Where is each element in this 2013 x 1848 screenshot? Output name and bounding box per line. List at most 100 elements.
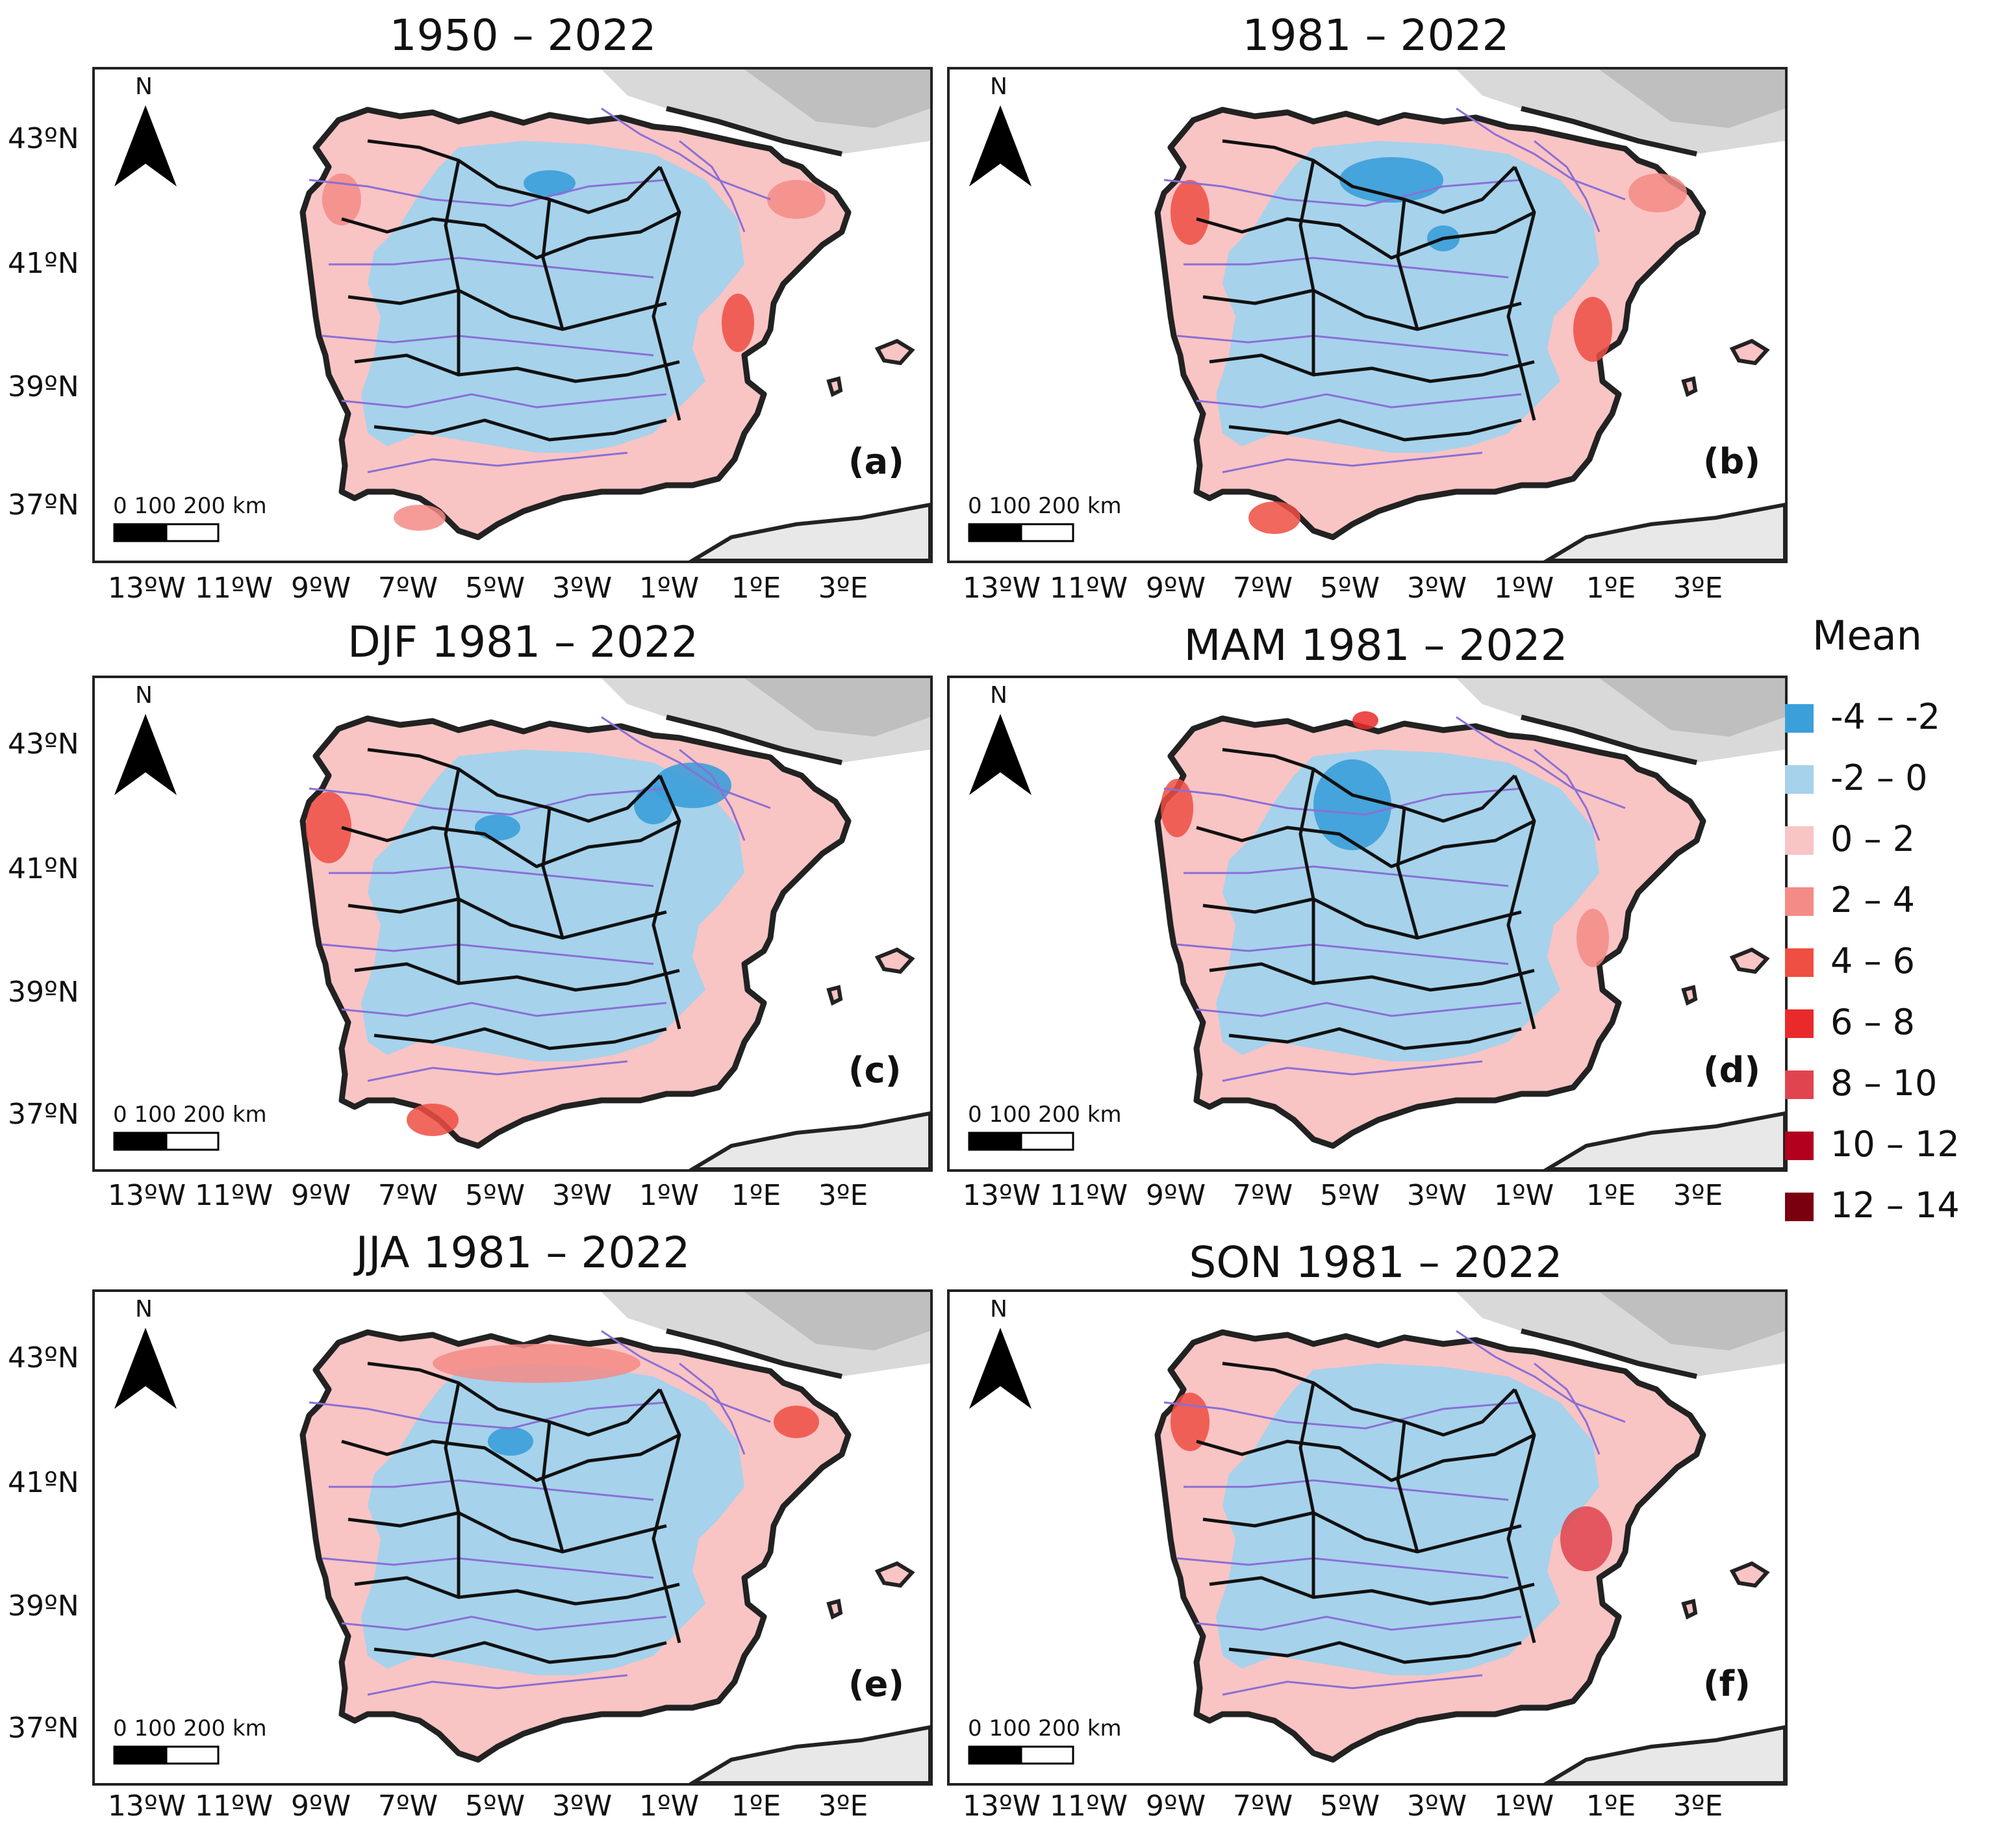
- cold-hotspot: [488, 1427, 533, 1456]
- lon-label: 3ºW: [551, 1790, 613, 1823]
- lon-label: 1ºW: [1493, 1790, 1554, 1823]
- river-line: [1176, 943, 1509, 965]
- warm-hotspot: [433, 1344, 640, 1383]
- cold-hotspot: [1313, 759, 1391, 850]
- river-line: [601, 716, 771, 809]
- river-line: [367, 1674, 628, 1696]
- pyrenees-relief: [744, 678, 930, 737]
- africa-coast: [1543, 502, 1785, 561]
- scale-bar-white: [165, 523, 220, 542]
- basin-boundary: [444, 160, 461, 375]
- lon-label: 1ºE: [731, 1790, 781, 1823]
- lon-label: 7ºW: [377, 1790, 438, 1823]
- basin-boundary: [1209, 353, 1535, 383]
- lon-label: 3ºE: [818, 1790, 868, 1823]
- river-line: [679, 748, 746, 841]
- legend-swatch: [1785, 948, 1814, 977]
- africa-coast: [689, 1725, 930, 1783]
- lat-label-43n: 43ºN: [8, 1341, 79, 1374]
- pyrenees-border: [666, 106, 842, 157]
- lon-label: 7ºW: [1232, 1790, 1293, 1823]
- lon-label: 9ºW: [290, 1179, 351, 1212]
- lon-label: 3ºW: [1406, 572, 1467, 605]
- north-arrow-icon: [114, 1328, 177, 1409]
- lon-label: 13ºW: [962, 1790, 1041, 1823]
- lon-label: 11ºW: [1049, 572, 1128, 605]
- river-line: [1196, 1002, 1522, 1017]
- panel-letter: (e): [848, 1664, 904, 1704]
- lon-label: 5ºW: [1319, 572, 1380, 605]
- lon-label: 11ºW: [194, 1179, 273, 1212]
- lon-label: 5ºW: [464, 572, 525, 605]
- warm-hotspot: [1573, 297, 1612, 362]
- basin-boundary: [1222, 139, 1516, 214]
- cold-hotspot: [524, 170, 576, 196]
- lon-label: 5ºW: [464, 1179, 525, 1212]
- lon-label: 7ºW: [1232, 572, 1293, 605]
- basin-boundary: [341, 819, 681, 868]
- legend-label: -4 – -2: [1830, 696, 1941, 737]
- lon-label: 5ºW: [1319, 1179, 1380, 1212]
- panel-letter: (f): [1703, 1664, 1751, 1704]
- north-label: N: [135, 73, 153, 100]
- scale-label: 0 100 200 km: [968, 1102, 1122, 1128]
- basin-boundary: [373, 418, 667, 442]
- basin-boundary: [1202, 288, 1522, 331]
- balearic-ibiza: [1681, 1599, 1698, 1620]
- balearic-mallorca: [874, 1561, 915, 1588]
- river-line: [322, 335, 654, 357]
- scale-bar-white: [1020, 1132, 1074, 1151]
- map-panel-b: N 0 100 200 km (b): [947, 67, 1788, 563]
- river-line: [341, 393, 667, 409]
- lon-label: 3ºW: [1406, 1790, 1467, 1823]
- lon-label: 3ºW: [1406, 1179, 1467, 1212]
- lon-label: 13ºW: [107, 1179, 186, 1212]
- lat-label-39n: 39ºN: [8, 1589, 79, 1623]
- basin-boundary: [1209, 962, 1535, 992]
- balearic-ibiza: [826, 376, 843, 398]
- lon-label: 13ºW: [107, 572, 186, 605]
- lon-label: 3ºE: [1673, 1179, 1723, 1212]
- basin-boundary: [652, 166, 681, 421]
- basin-boundary: [1298, 1382, 1315, 1597]
- pyrenees-relief: [1599, 1292, 1785, 1350]
- scale-label: 0 100 200 km: [968, 1715, 1122, 1741]
- lon-label: 1ºE: [1586, 1179, 1636, 1212]
- warm-hotspot: [1628, 173, 1687, 212]
- basin-boundary: [367, 1361, 661, 1437]
- river-line: [1456, 107, 1626, 201]
- river-line: [1534, 140, 1601, 233]
- panel-b-title: 1981 – 2022: [1242, 10, 1510, 60]
- basin-boundary: [341, 1433, 681, 1482]
- warm-hotspot: [1171, 180, 1209, 245]
- lon-label: 7ºW: [1232, 1179, 1293, 1212]
- map-panel-d: N 0 100 200 km (d): [947, 676, 1788, 1172]
- legend-label: 0 – 2: [1830, 818, 1916, 859]
- basin-boundary: [1298, 768, 1315, 983]
- panel-e-title: JJA 1981 – 2022: [355, 1228, 690, 1278]
- lon-label: 1ºW: [639, 1790, 700, 1823]
- legend-swatch: [1785, 826, 1814, 855]
- pyrenees-relief: [1599, 70, 1785, 128]
- basin-boundary: [444, 768, 461, 983]
- legend-swatch: [1785, 887, 1814, 916]
- river-line: [1184, 1479, 1509, 1501]
- scale-label: 0 100 200 km: [113, 1102, 267, 1128]
- balearic-mallorca: [1729, 338, 1770, 366]
- basin-boundary: [1202, 897, 1522, 940]
- basin-boundary: [1222, 748, 1516, 823]
- warm-hotspot: [306, 792, 351, 863]
- warm-hotspot: [1560, 1506, 1612, 1571]
- panel-letter: (a): [848, 441, 904, 482]
- river-line: [601, 1330, 771, 1423]
- pyrenees-border: [1521, 1328, 1697, 1379]
- legend-swatch: [1785, 1009, 1814, 1038]
- lat-label-41n: 41ºN: [8, 1466, 79, 1499]
- basin-boundary: [444, 1382, 461, 1597]
- panel-letter: (d): [1703, 1050, 1761, 1091]
- legend-label: 2 – 4: [1830, 880, 1916, 920]
- basin-boundary: [1396, 199, 1419, 330]
- scale-bar-black: [968, 1745, 1022, 1765]
- lon-label: 3ºE: [818, 1179, 868, 1212]
- lon-label: 1ºE: [731, 1179, 781, 1212]
